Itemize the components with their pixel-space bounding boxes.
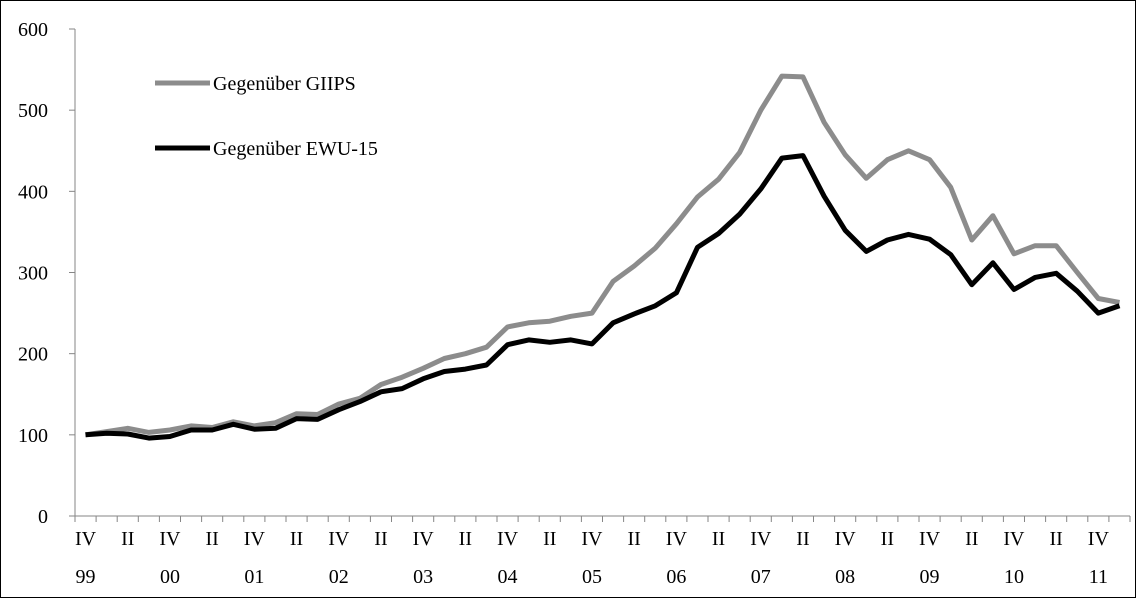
x-tick-label: IV 03: [413, 528, 435, 588]
x-tick-label: II: [543, 528, 556, 550]
y-tick-label: 200: [18, 344, 48, 366]
x-tick-label: IV 99: [75, 528, 97, 588]
x-tick-label: IV 11: [1088, 528, 1110, 588]
series-line: [85, 153, 1121, 441]
x-tick-label: IV 10: [1003, 528, 1025, 588]
x-tick-label: II: [881, 528, 894, 550]
legend-label: Gegenüber GIIPS: [213, 73, 356, 95]
legend-label: Gegenüber EWU-15: [213, 138, 378, 160]
x-tick-label: IV 05: [581, 528, 603, 588]
x-tick-label: IV 09: [919, 528, 941, 588]
x-tick-label: II: [374, 528, 387, 550]
x-tick-label: II: [459, 528, 472, 550]
x-tick-label: II: [965, 528, 978, 550]
series-line: [85, 73, 1120, 438]
x-tick-label: IV 07: [750, 528, 772, 588]
x-tick-label: IV 02: [328, 528, 350, 588]
x-tick-label: II: [796, 528, 809, 550]
x-tick-label: IV 04: [497, 528, 519, 588]
x-tick-label: IV 06: [666, 528, 688, 588]
y-tick-label: 400: [18, 181, 48, 203]
x-tick-label: II: [121, 528, 134, 550]
x-tick-label: II: [712, 528, 725, 550]
y-tick-label: 500: [18, 100, 48, 122]
x-tick-label: IV 00: [159, 528, 181, 588]
y-tick-label: 0: [38, 506, 48, 528]
y-tick-label: 300: [18, 263, 48, 285]
y-tick-label: 600: [18, 19, 48, 41]
x-tick-label: II: [627, 528, 640, 550]
x-tick-label: II: [290, 528, 303, 550]
x-tick-label: IV 01: [244, 528, 266, 588]
x-tick-label: IV 08: [835, 528, 857, 588]
y-tick-label: 100: [18, 425, 48, 447]
x-tick-label: II: [1049, 528, 1062, 550]
x-tick-label: II: [205, 528, 218, 550]
